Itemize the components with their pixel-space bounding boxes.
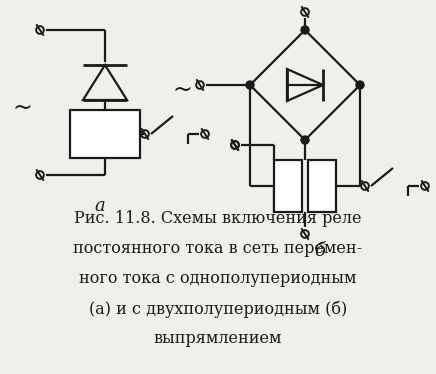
Text: ~: ~: [172, 78, 192, 102]
Bar: [274, 160, 302, 212]
Circle shape: [301, 26, 309, 34]
Text: ~: ~: [12, 95, 32, 120]
Bar: [70, 110, 140, 158]
Text: а: а: [95, 197, 106, 215]
Text: б: б: [314, 242, 326, 260]
Text: ного тока с однополупериодным: ного тока с однополупериодным: [79, 270, 357, 287]
Circle shape: [301, 136, 309, 144]
Text: выпрямлением: выпрямлением: [154, 330, 282, 347]
Text: постоянного тока в сеть перемен-: постоянного тока в сеть перемен-: [73, 240, 363, 257]
Text: (а) и с двухполупериодным (б): (а) и с двухполупериодным (б): [89, 300, 347, 318]
Circle shape: [356, 81, 364, 89]
Bar: [308, 160, 336, 212]
Circle shape: [246, 81, 254, 89]
Text: Рис. 11.8. Схемы включения реле: Рис. 11.8. Схемы включения реле: [74, 210, 362, 227]
